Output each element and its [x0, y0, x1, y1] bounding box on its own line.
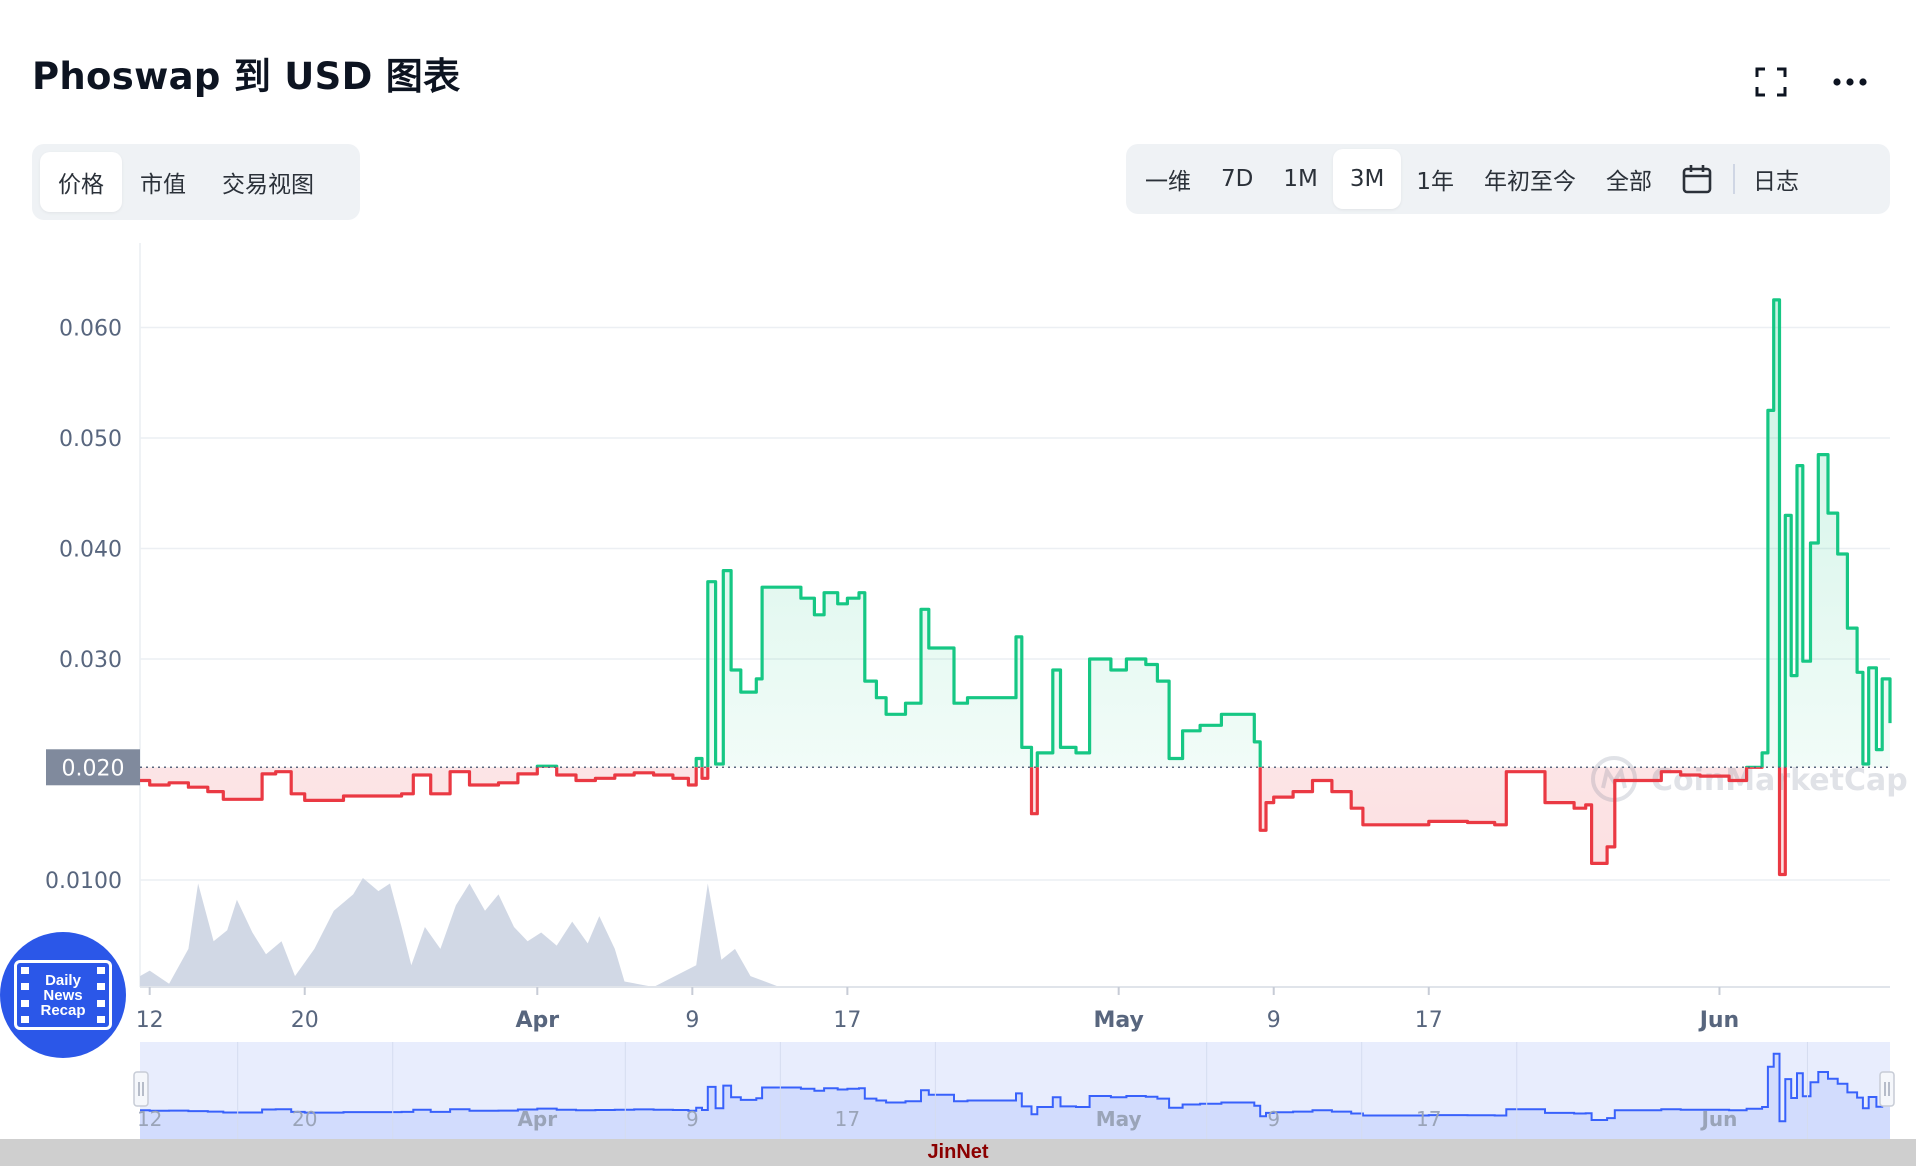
x-tick-label: May [1093, 1008, 1143, 1033]
price-line-down [140, 767, 1787, 877]
tab-range-all[interactable]: 全部 [1605, 169, 1652, 195]
navigator-tick-label: 17 [1416, 1107, 1441, 1131]
navigator-line [140, 1052, 1891, 1123]
navigator-tick-label: 17 [835, 1107, 860, 1131]
y-tick-label: 0.0100 [45, 869, 122, 894]
x-tick-label: 17 [1415, 1008, 1443, 1033]
tab-range-1y[interactable]: 1年 [1416, 169, 1454, 195]
tab-market-cap[interactable]: 市值 [140, 172, 186, 198]
x-tick-label: 12 [136, 1008, 164, 1033]
navigator-handle-right[interactable] [1879, 1071, 1895, 1107]
x-tick-label: Jun [1698, 1008, 1740, 1033]
tab-range-1d[interactable]: 一维 [1145, 169, 1191, 195]
x-tick-label: 17 [833, 1008, 861, 1033]
view-tabs: 价格 市值 交易视图 [32, 144, 360, 220]
badge-line-1: Daily [45, 971, 81, 989]
tab-range-7d[interactable]: 7D [1221, 166, 1254, 192]
y-tick-label: 0.040 [59, 538, 122, 563]
baseline-price-tag [46, 749, 140, 786]
navigator-tick-label: Apr [517, 1107, 557, 1131]
navigator-background [140, 1042, 1890, 1139]
handle-body [133, 1071, 149, 1107]
date-picker-button[interactable] [1667, 149, 1727, 209]
tab-trading-view[interactable]: 交易视图 [222, 172, 314, 198]
tab-range-3m[interactable]: 3M [1332, 149, 1402, 209]
footer-credit: JinNet [0, 1139, 1916, 1166]
y-tick-label: 0.030 [59, 648, 122, 673]
x-tick-label: 9 [685, 1008, 699, 1033]
baseline-price-label: 0.020 [62, 756, 125, 781]
price-area-down [140, 767, 1890, 875]
price-line-up [535, 298, 1892, 768]
navigator-tick-label: Jun [1699, 1107, 1737, 1131]
x-tick-label: 20 [291, 1008, 319, 1033]
page-title: Phoswap 到 USD 图表 [32, 55, 461, 98]
divider [1732, 164, 1735, 194]
more-icon [1833, 78, 1867, 86]
log-scale-toggle[interactable]: 日志 [1752, 169, 1799, 195]
x-tick-label: 9 [1267, 1008, 1281, 1033]
tab-price[interactable]: 价格 [40, 152, 122, 212]
x-tick-label: Apr [515, 1008, 559, 1033]
range-tabs: 一维 7D 1M 3M 1年 年初至今 全部 日志 [1126, 144, 1890, 214]
navigator-handle-left[interactable] [133, 1071, 149, 1107]
handle-body [1879, 1071, 1895, 1107]
daily-news-recap-logo: Daily News Recap [0, 932, 126, 1058]
navigator-tick-label: 12 [137, 1107, 162, 1131]
navigator-tick-label: 9 [1267, 1107, 1280, 1131]
navigator-tick-label: 20 [292, 1107, 317, 1131]
navigator-tick-label: 9 [686, 1107, 699, 1131]
navigator-tick-label: May [1096, 1107, 1142, 1131]
tab-range-1m[interactable]: 1M [1283, 166, 1318, 192]
tab-range-ytd[interactable]: 年初至今 [1483, 169, 1576, 195]
fullscreen-icon [1755, 67, 1787, 97]
y-tick-label: 0.060 [59, 317, 122, 342]
badge-line-2: News [43, 986, 83, 1004]
calendar-icon [1682, 165, 1712, 194]
badge-line-3: Recap [40, 1001, 86, 1019]
volume-area [140, 878, 1890, 987]
navigator-area [140, 1053, 1890, 1139]
fullscreen-button[interactable] [1749, 60, 1793, 104]
more-options-button[interactable] [1828, 60, 1872, 104]
y-tick-label: 0.050 [59, 427, 122, 452]
